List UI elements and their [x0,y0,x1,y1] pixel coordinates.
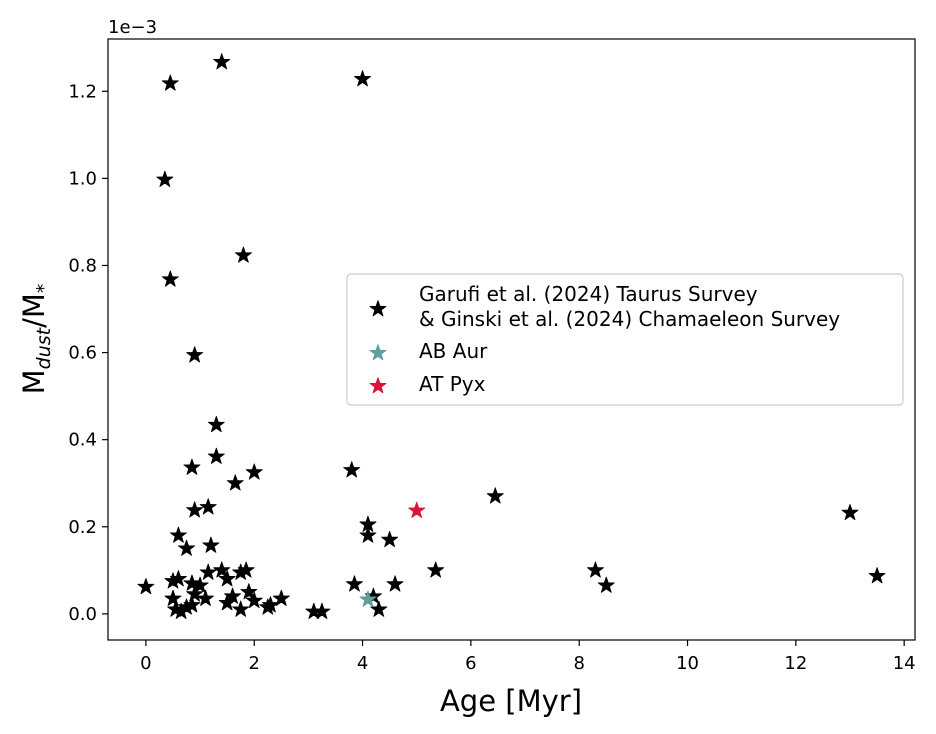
legend: Garufi et al. (2024) Taurus Survey & Gin… [346,273,904,406]
data-point-s0-10 [183,458,201,475]
x-axis-ticks: 0 2 4 6 8 10 12 14 [140,640,916,674]
data-point-s0-20 [359,526,377,543]
data-point-s0-41 [232,600,250,617]
data-point-s0-22 [486,487,504,504]
data-point-s0-0 [137,577,155,595]
data-point-s0-21 [381,530,399,548]
x-tick-label-0: 0 [140,653,151,674]
data-point-s0-3 [354,70,372,87]
data-point-s0-46 [262,596,279,613]
data-point-s0-37 [218,570,236,587]
data-point-s0-14 [186,501,204,518]
y-axis-ticks: 0.0 0.2 0.4 0.6 0.8 1.0 1.2 [68,81,108,625]
legend-star-1 [369,344,387,361]
data-point-s0-57 [868,567,886,584]
y-tick-label-5: 1.0 [68,168,97,189]
x-tick-label-7: 14 [893,653,916,674]
data-point-s0-18 [202,536,220,553]
data-point-s0-12 [245,463,263,480]
data-point-s0-11 [226,474,244,491]
data-point-s0-25 [169,570,187,587]
y-tick-label-0: 0.0 [68,604,97,625]
y-label-sub: dust [33,326,55,369]
data-point-s0-52 [370,600,388,617]
y-tick-label-2: 0.4 [68,430,97,451]
x-tick-label-6: 12 [784,653,807,674]
data-point-s0-30 [183,596,201,613]
y-axis-label: Mdust/M* [17,284,55,395]
data-point-s0-47 [272,589,290,606]
data-point-s0-35 [199,563,217,580]
data-point-s0-44 [245,591,263,609]
x-tick-label-5: 10 [676,653,699,674]
y-tick-label-4: 0.8 [68,255,97,276]
data-point-s0-50 [345,575,363,592]
data-point-s0-34 [197,589,214,606]
data-point-s0-26 [164,589,182,606]
data-point-s0-9 [207,447,225,464]
data-point-s0-13 [343,461,361,478]
data-point-s0-53 [386,575,404,592]
data-point-s0-56 [597,576,615,593]
data-point-s0-49 [313,602,331,619]
x-axis-label: Age [Myr] [440,684,582,718]
legend-star-2 [369,377,387,394]
y-label-star: * [33,284,55,294]
data-point-s0-1 [161,74,179,91]
data-points [137,53,886,619]
data-point-s0-16 [169,526,187,543]
legend-label-line-1: Garufi et al. (2024) Taurus Survey [419,282,758,306]
data-point-s0-43 [240,583,258,600]
data-point-s0-39 [224,587,242,604]
data-point-s0-8 [207,415,225,433]
y-tick-label-6: 1.2 [68,81,97,102]
y-label-base: M [17,369,51,394]
data-point-s0-36 [213,561,231,578]
data-point-s0-6 [234,246,252,263]
legend-label-line-2: & Ginski et al. (2024) Chamaeleon Survey [419,307,840,331]
legend-box [346,273,904,406]
x-tick-label-4: 8 [573,653,584,674]
data-point-s0-54 [427,561,445,578]
data-point-s0-42 [237,561,255,578]
data-point-s0-32 [186,585,204,602]
y-offset-text: 1e−3 [108,17,157,38]
x-tick-label-1: 2 [249,653,260,674]
legend-marker-at-pyx [369,377,387,394]
data-point-s2-0 [408,501,426,518]
data-point-s0-7 [186,346,204,363]
data-point-s0-5 [161,270,179,287]
x-tick-label-3: 6 [465,653,476,674]
x-tick-label-2: 4 [357,653,368,674]
plot-frame [107,38,916,641]
legend-label-at-pyx: AT Pyx [419,372,486,396]
legend-marker-taurus-chamaeleon [369,300,387,317]
legend-label-ab-aur: AB Aur [419,339,488,363]
data-point-s0-23 [841,503,859,521]
data-point-s0-2 [213,53,231,70]
data-point-s0-15 [199,498,217,515]
y-tick-label-3: 0.6 [68,343,97,364]
data-point-s0-55 [586,561,604,578]
y-label-mid: /M [17,293,51,328]
data-point-s0-17 [178,539,196,556]
data-point-s0-4 [156,170,174,187]
legend-marker-ab-aur [369,344,387,361]
legend-star-0 [369,300,387,317]
data-point-s0-33 [191,576,209,593]
y-tick-label-1: 0.2 [68,517,97,538]
data-point-s1-0 [359,590,377,607]
